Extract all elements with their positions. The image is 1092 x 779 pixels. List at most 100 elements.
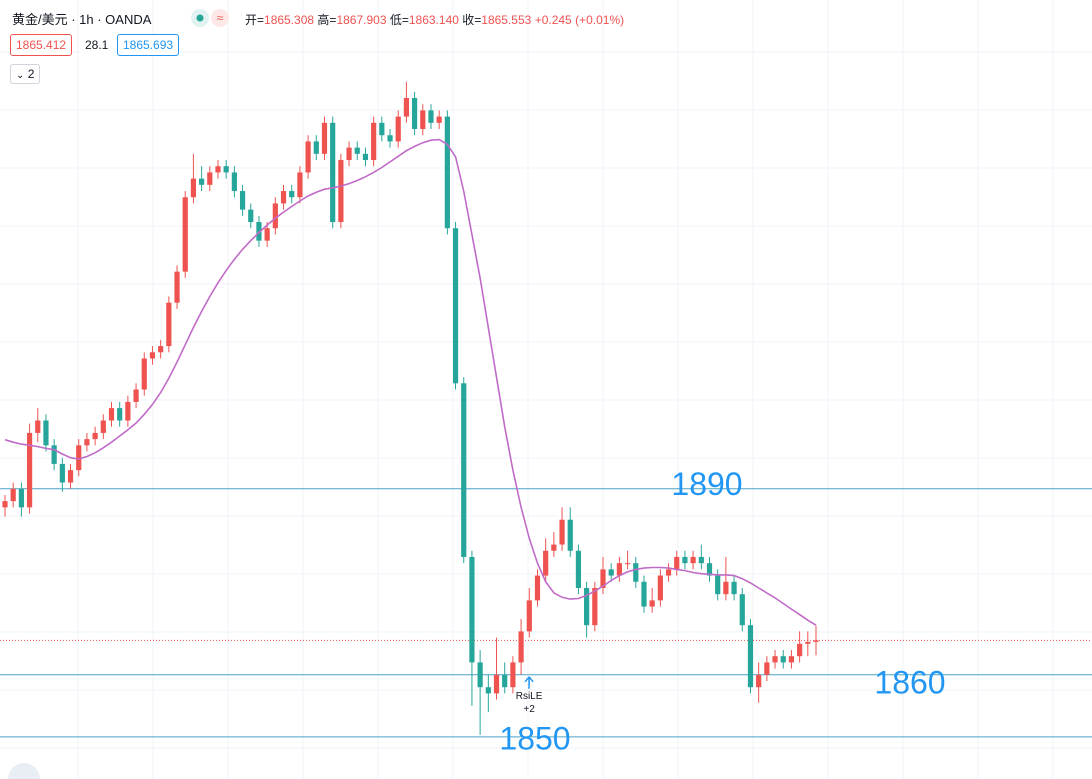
candle-body xyxy=(477,662,483,688)
candle-body xyxy=(698,556,704,564)
candle-body xyxy=(682,556,688,564)
candle-body xyxy=(534,575,541,601)
candle-body xyxy=(256,222,262,241)
candle-body xyxy=(690,556,696,564)
candle-body xyxy=(469,556,475,663)
candle-body xyxy=(182,197,188,272)
level-label: 1890 xyxy=(671,466,742,502)
candle-body xyxy=(502,674,508,688)
candle-body xyxy=(543,550,549,576)
candle-body xyxy=(551,544,557,551)
candle-body xyxy=(485,687,491,694)
candle-body xyxy=(600,569,606,588)
candle-body xyxy=(18,488,24,508)
change: +0.245 xyxy=(534,13,572,27)
candle-body xyxy=(608,569,614,576)
ohlc-name: 高= xyxy=(317,13,337,27)
candle-body xyxy=(739,594,745,626)
candle-body xyxy=(330,122,336,223)
indicator-toggle[interactable]: ⌄ 2 xyxy=(10,64,41,84)
candle-body xyxy=(190,178,197,198)
candle-body xyxy=(452,228,459,384)
candle-body xyxy=(747,625,754,688)
candle-body xyxy=(674,556,680,570)
logo xyxy=(8,763,40,779)
candle-body xyxy=(305,141,311,173)
candle-body xyxy=(297,172,303,198)
candle-body xyxy=(616,563,622,576)
candle-body xyxy=(420,110,426,130)
candle-body xyxy=(59,463,65,483)
candle-body xyxy=(461,383,467,557)
candle-body xyxy=(231,172,237,192)
candle-body xyxy=(788,656,795,663)
candle-body xyxy=(379,122,385,136)
signal-label: RsiLE xyxy=(516,691,543,702)
status-icons: ≈ xyxy=(191,9,229,27)
change-percent: (+0.01%) xyxy=(575,13,625,27)
signal-count: +2 xyxy=(523,704,535,715)
bid-price[interactable]: 1865.412 xyxy=(10,34,73,56)
candle-body xyxy=(387,135,393,142)
candle-body xyxy=(239,191,246,210)
candle-body xyxy=(428,110,434,123)
candle-body xyxy=(313,141,319,154)
candle-body xyxy=(403,97,410,117)
candle-body xyxy=(125,401,131,421)
candle-body xyxy=(354,147,360,154)
candle-body xyxy=(805,641,811,644)
candle-body xyxy=(756,674,762,688)
candle-body xyxy=(641,581,647,607)
candle-body xyxy=(592,587,598,626)
candle-body xyxy=(780,656,786,663)
candle-body xyxy=(84,439,90,446)
ohlc-name: 收= xyxy=(462,13,482,27)
candle-body xyxy=(338,160,344,223)
candle-body xyxy=(657,575,663,601)
candle-body xyxy=(76,445,82,471)
candle-body xyxy=(174,271,180,303)
candle-body xyxy=(215,166,221,173)
candle-body xyxy=(166,302,172,347)
candle-body xyxy=(133,389,139,402)
candle-body xyxy=(665,569,672,576)
candle-body xyxy=(67,470,74,483)
ohlc-legend: 开=1865.308 高=1867.903 低=1863.140 收=1865.… xyxy=(245,11,624,28)
candle-body xyxy=(436,116,442,123)
candle-body xyxy=(280,191,287,204)
candle-body xyxy=(706,563,713,576)
candle-body xyxy=(199,178,205,185)
candle-body xyxy=(526,600,532,632)
ohlc-name: 开= xyxy=(245,13,265,27)
candle-body xyxy=(624,563,631,565)
ohlc-value: 1865.553 xyxy=(481,13,532,27)
candle-body xyxy=(567,519,573,551)
svg-text:≈: ≈ xyxy=(217,11,224,25)
candle-body xyxy=(264,228,270,241)
candle-body xyxy=(731,581,737,595)
candle-body xyxy=(575,550,582,588)
candle-body xyxy=(92,432,98,440)
candle-body xyxy=(108,408,115,421)
candle-body xyxy=(715,575,721,595)
spread: 28.1 xyxy=(80,35,114,55)
signal-arrow xyxy=(524,676,534,689)
candle-body xyxy=(723,581,729,595)
candle-body xyxy=(117,408,123,421)
candle-body xyxy=(223,166,229,173)
candle-body xyxy=(510,662,516,688)
candle-body xyxy=(649,600,655,607)
ohlc-value: 1865.308 xyxy=(264,13,315,27)
ohlc-name: 低= xyxy=(389,13,409,27)
candle-body xyxy=(149,352,156,359)
candle-body xyxy=(633,563,639,582)
candle-body xyxy=(10,488,16,502)
candle-body xyxy=(248,209,254,223)
ohlc-value: 1863.140 xyxy=(408,13,459,27)
ask-price[interactable]: 1865.693 xyxy=(117,34,180,56)
candle-body xyxy=(493,674,500,694)
candle-body xyxy=(26,432,33,508)
